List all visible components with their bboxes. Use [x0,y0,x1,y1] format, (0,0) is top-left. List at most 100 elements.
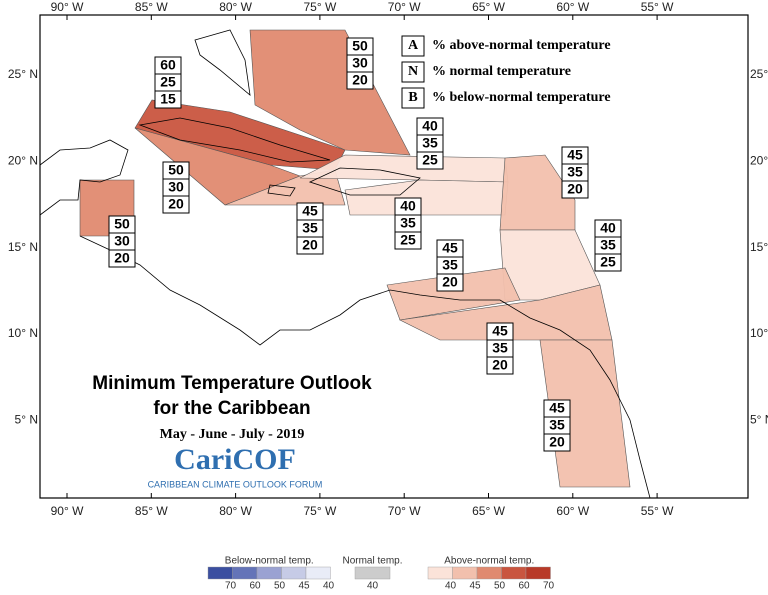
region [399,284,613,341]
colorbar-tick: 70 [225,581,237,590]
prob-value: 25 [600,254,616,270]
map-frame [39,14,749,499]
colorbar-tick: 70 [543,581,555,590]
coast-cuba [138,117,331,163]
lat-label: 10° N [8,326,38,340]
prob-box [594,253,622,272]
prob-box [416,151,444,170]
lon-label: 55° W [641,504,674,518]
coast-hispaniola [308,167,421,196]
prob-value: 35 [600,237,616,253]
lat-label: 25° N [750,67,768,81]
prob-value: 40 [422,118,438,134]
lat-label: 10° N [750,326,768,340]
prob-box [394,231,422,250]
colorbar-tick: 60 [249,581,261,590]
title-line: Minimum Temperature Outlook [92,373,372,394]
key-box [401,35,425,57]
colorbar-tick: 45 [298,581,310,590]
colorbar-tick: 60 [518,581,530,590]
prob-value: 45 [302,203,318,219]
prob-box [154,90,182,109]
lon-label: 60° W [556,504,589,518]
colorbar-swatch [207,566,233,580]
key-text: % below-normal temperature [432,90,611,105]
colorbar-tick: 45 [469,581,481,590]
subtitle: May - June - July - 2019 [160,427,305,442]
prob-value: 45 [492,323,508,339]
prob-value: 20 [492,357,508,373]
colorbar-swatch [232,566,258,580]
prob-value: 50 [114,216,130,232]
lat-label: 5° N [15,412,38,426]
colorbar-swatch [256,566,282,580]
lon-label: 70° W [388,504,421,518]
prob-value: 20 [352,72,368,88]
logo: CariCOF [174,443,296,476]
prob-value: 25 [400,232,416,248]
logo-tagline: CARIBBEAN CLIMATE OUTLOOK FORUM [148,479,323,489]
colorbar-swatch [354,566,391,580]
colorbar-tick: 40 [323,581,335,590]
lon-label: 65° W [472,0,505,14]
lon-label: 60° W [556,0,589,14]
lon-label: 70° W [388,0,421,14]
annotations: Minimum Temperature Outlook for the Cari… [92,373,372,489]
prob-value: 40 [600,220,616,236]
lon-label: 75° W [303,504,336,518]
prob-value: 35 [442,257,458,273]
lon-label: 65° W [472,504,505,518]
key-box [401,87,425,109]
prob-box [346,71,374,90]
prob-value: 35 [492,340,508,356]
colorbar-swatch [452,566,478,580]
region [499,154,576,231]
prob-value: 45 [567,147,583,163]
prob-value: 35 [549,417,565,433]
lon-label: 85° W [135,0,168,14]
colorbar-tick: 50 [274,581,286,590]
colorbar-swatch [281,566,307,580]
colorbar-swatch [525,566,551,580]
colorbar-tick: 40 [367,581,379,590]
colorbar-swatch [501,566,527,580]
colorbar-tick: 40 [445,581,457,590]
key-text: % normal temperature [432,64,571,79]
lon-label: 90° W [51,504,84,518]
prob-value: 35 [302,220,318,236]
lon-label: 80° W [219,0,252,14]
prob-box [543,433,571,452]
prob-value: 60 [160,57,176,73]
colorbar-label: Below-normal temp. [225,556,314,567]
lon-label: 80° W [219,504,252,518]
prob-box [486,356,514,375]
key-letter: N [408,64,418,79]
coast-yucatan [39,139,129,216]
prob-value: 50 [352,38,368,54]
prob-value: 30 [352,55,368,71]
coast-florida [194,29,251,96]
prob-value: 30 [168,179,184,195]
region [249,29,411,156]
key-letter: B [408,90,417,105]
colorbar-swatch [427,566,453,580]
region [386,267,521,321]
prob-box [296,236,324,255]
colorbar-label: Normal temp. [342,556,402,567]
key-letter: A [408,38,419,53]
prob-value: 25 [160,74,176,90]
prob-value: 25 [422,152,438,168]
colorbar-label: Above-normal temp. [444,556,534,567]
lat-label: 20° N [8,153,38,167]
title-line: for the Caribbean [153,398,310,419]
lat-label: 25° N [8,67,38,81]
prob-box [436,273,464,292]
prob-value: 45 [549,400,565,416]
prob-value: 30 [114,233,130,249]
regions [79,29,631,488]
prob-value: 35 [422,135,438,151]
prob-value: 20 [302,237,318,253]
lon-label: 90° W [51,0,84,14]
prob-value: 40 [400,198,416,214]
